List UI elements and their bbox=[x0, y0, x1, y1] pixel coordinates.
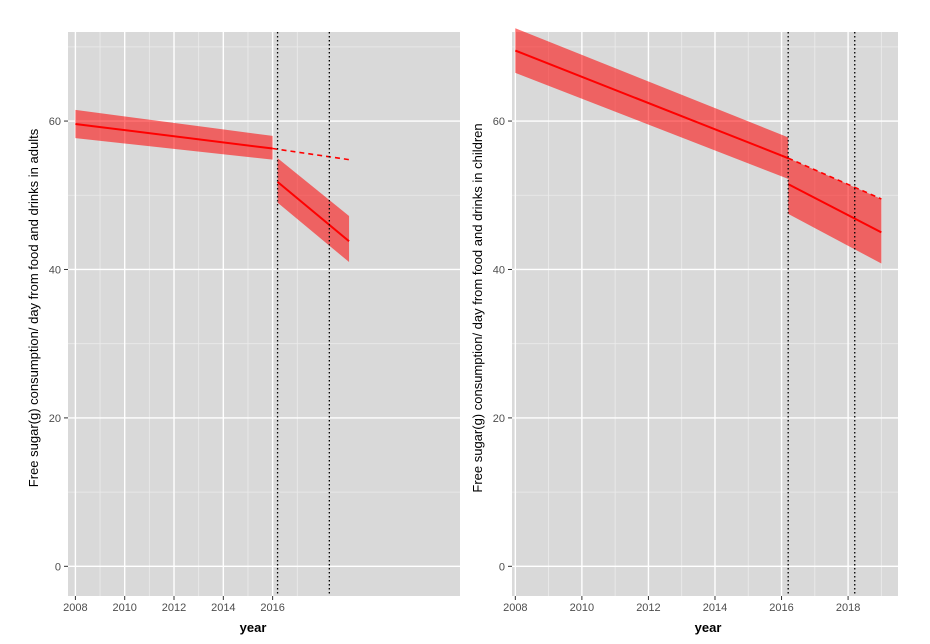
x-tick-label: 2010 bbox=[570, 602, 594, 614]
x-axis-title: year bbox=[695, 620, 722, 635]
x-tick-label: 2008 bbox=[63, 602, 87, 614]
series-line-fit-post bbox=[276, 181, 350, 243]
panel-background bbox=[68, 32, 460, 596]
confidence-band-1 bbox=[788, 158, 882, 264]
x-tick-label: 2014 bbox=[211, 602, 235, 614]
chart-children: 2008 2010 2012 2014 2016 2018 0 20 40 60 year Free … bbox=[470, 28, 898, 635]
chart-adults: 2008 2010 2012 2014 2016 0 20 40 60 year Free suga… bbox=[26, 32, 460, 635]
y-tick-label: 0 bbox=[499, 561, 505, 573]
x-tick-label: 2018 bbox=[836, 602, 860, 614]
series-line-counterfactual bbox=[787, 157, 882, 200]
y-axis-title: Free sugar(g) consumption/ day from food… bbox=[26, 128, 41, 487]
x-tick-label: 2012 bbox=[162, 602, 186, 614]
x-tick-label: 2016 bbox=[260, 602, 284, 614]
x-tick-label: 2010 bbox=[112, 602, 136, 614]
series-line-counterfactual bbox=[272, 147, 350, 161]
x-tick-label: 2016 bbox=[769, 602, 793, 614]
series-line-fit-post bbox=[787, 183, 882, 234]
x-axis-title: year bbox=[240, 620, 267, 635]
y-tick-label: 60 bbox=[49, 116, 61, 128]
y-tick-label: 60 bbox=[493, 116, 505, 128]
y-tick-label: 40 bbox=[493, 264, 505, 276]
series-line-fit-pre bbox=[514, 49, 789, 160]
x-tick-label: 2014 bbox=[703, 602, 727, 614]
confidence-band-1 bbox=[277, 158, 350, 263]
series-line-fit-pre bbox=[75, 123, 273, 150]
x-tick-label: 2008 bbox=[503, 602, 527, 614]
y-tick-label: 20 bbox=[493, 413, 505, 425]
y-axis-title: Free sugar(g) consumption/ day from food… bbox=[470, 123, 485, 492]
y-tick-label: 40 bbox=[49, 264, 61, 276]
x-tick-label: 2012 bbox=[636, 602, 660, 614]
confidence-band-0 bbox=[75, 109, 273, 160]
y-tick-label: 20 bbox=[49, 413, 61, 425]
y-tick-label: 0 bbox=[55, 561, 61, 573]
